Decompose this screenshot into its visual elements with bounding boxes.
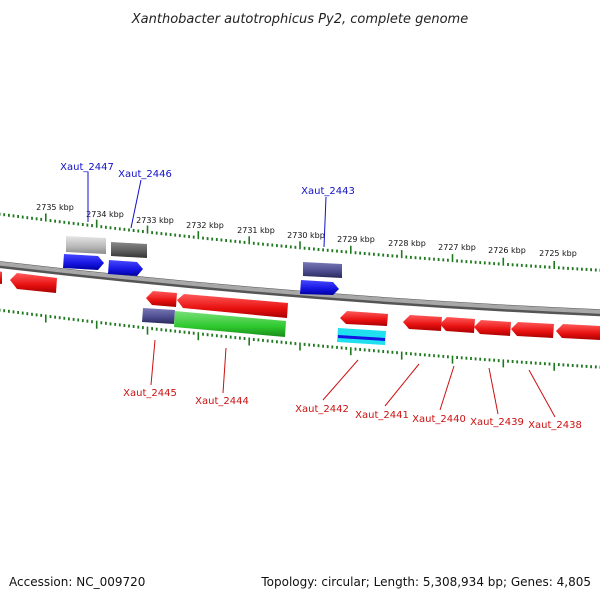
outer-tick-ring <box>0 212 600 272</box>
gene-label-xaut-2447[interactable]: Xaut_2447 <box>60 162 114 173</box>
gene-arrow-xaut-2443-feature[interactable] <box>303 262 342 278</box>
gene-label-xaut-2446[interactable]: Xaut_2446 <box>118 169 172 180</box>
leader-line <box>130 179 142 229</box>
kbp-label: 2730 kbp <box>287 231 325 240</box>
gene-labels: Xaut_2447 Xaut_2446 Xaut_2443 Xaut_2445 … <box>60 162 582 431</box>
leader-line <box>384 363 420 407</box>
kbp-labels: 2735 kbp 2734 kbp 2733 kbp 2732 kbp 2731… <box>36 203 577 258</box>
gene-label-xaut-2438[interactable]: Xaut_2438 <box>528 420 582 431</box>
label-leaders <box>87 172 556 418</box>
leader-line <box>222 347 227 394</box>
gene-arrow-xaut-2447-feature[interactable] <box>66 236 106 254</box>
genome-info-text: Topology: circular; Length: 5,308,934 bp… <box>260 575 591 589</box>
kbp-label: 2732 kbp <box>186 221 224 230</box>
map-title: Xanthobacter autotrophicus Py2, complete… <box>131 12 468 27</box>
kbp-label: 2726 kbp <box>488 246 526 255</box>
gene-arrow-edge[interactable] <box>10 273 57 293</box>
reverse-genes <box>142 291 600 345</box>
leader-line <box>150 339 156 386</box>
gene-arrow-xaut-2445-upper[interactable] <box>146 291 177 307</box>
gene-arrow-edge[interactable] <box>0 270 2 284</box>
inner-tick-ring <box>0 308 600 371</box>
kbp-label: 2731 kbp <box>237 226 275 235</box>
kbp-label: 2728 kbp <box>388 239 426 248</box>
edge-genes <box>0 270 57 293</box>
leader-line <box>323 196 327 248</box>
leader-line <box>528 369 556 418</box>
gene-arrow-xaut-2441[interactable] <box>403 315 442 331</box>
kbp-label: 2735 kbp <box>36 203 74 212</box>
kbp-label: 2725 kbp <box>539 249 577 258</box>
kbp-label: 2733 kbp <box>136 216 174 225</box>
gene-label-xaut-2439[interactable]: Xaut_2439 <box>470 417 524 428</box>
gene-arrow-xaut-2443[interactable] <box>300 280 339 295</box>
genome-backbone <box>0 261 600 314</box>
kbp-label: 2729 kbp <box>337 235 375 244</box>
leader-line <box>488 367 499 415</box>
forward-genes <box>63 236 342 295</box>
gene-label-xaut-2445[interactable]: Xaut_2445 <box>123 388 177 399</box>
gene-arrow-xaut-2442-stripe <box>338 335 385 341</box>
accession-text: Accession: NC_009720 <box>9 575 145 589</box>
gene-arrow-xaut-2444[interactable] <box>174 311 286 337</box>
kbp-label: 2734 kbp <box>86 210 124 219</box>
leader-line <box>439 365 455 411</box>
gene-arrow-xaut-2444-upper[interactable] <box>177 294 288 318</box>
gene-arrow-xaut-2446-feature[interactable] <box>111 242 147 258</box>
gene-arrow-xaut-2445[interactable] <box>142 308 175 324</box>
gene-arrow-xaut-2442-upper[interactable] <box>340 311 388 326</box>
gene-label-xaut-2441[interactable]: Xaut_2441 <box>355 410 409 421</box>
leader-line <box>322 359 359 401</box>
gene-arrow-xaut-2446[interactable] <box>108 260 143 276</box>
gene-arrow-xaut-2438[interactable] <box>511 322 554 338</box>
gene-arrow-xaut-2439[interactable] <box>474 320 511 336</box>
gene-arrow-xaut-2447[interactable] <box>63 254 104 270</box>
gene-label-xaut-2442[interactable]: Xaut_2442 <box>295 404 349 415</box>
gene-label-xaut-2444[interactable]: Xaut_2444 <box>195 396 249 407</box>
kbp-label: 2727 kbp <box>438 243 476 252</box>
gene-arrow-edge[interactable] <box>556 324 600 340</box>
gene-label-xaut-2440[interactable]: Xaut_2440 <box>412 414 466 425</box>
gene-label-xaut-2443[interactable]: Xaut_2443 <box>301 186 355 197</box>
gene-arrow-xaut-2440[interactable] <box>440 317 475 333</box>
